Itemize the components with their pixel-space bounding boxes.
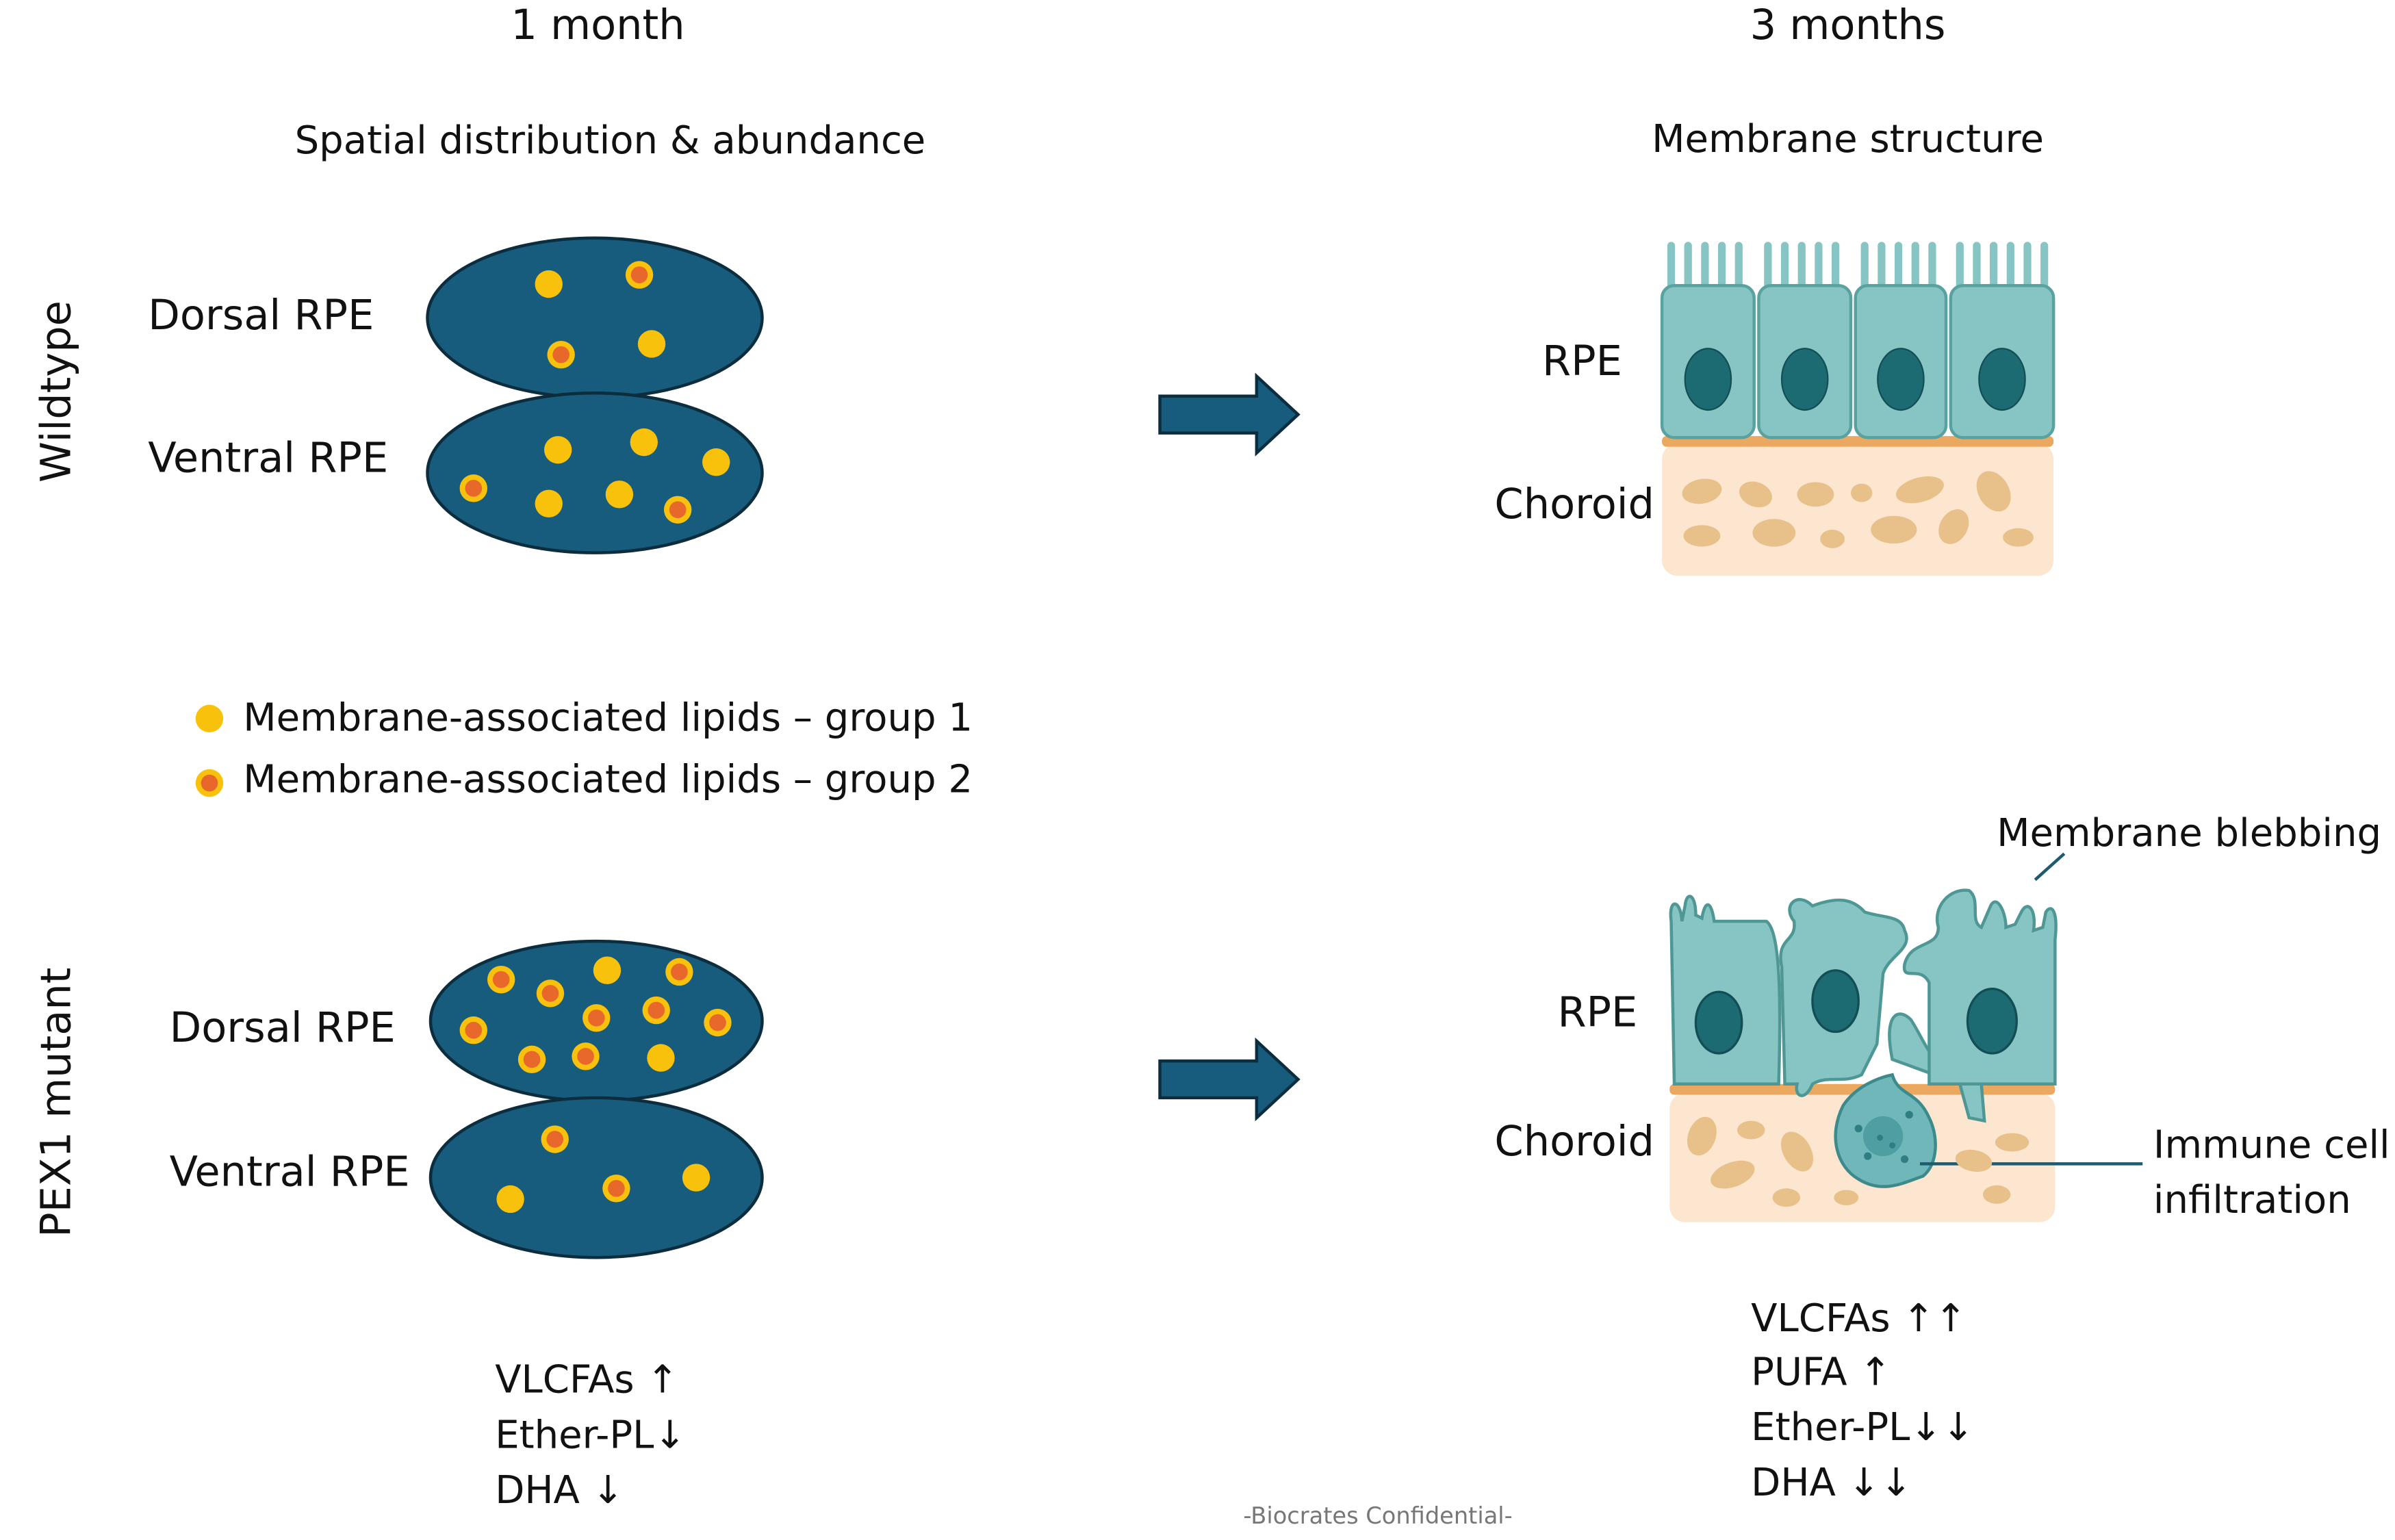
choroid-cell (1895, 476, 1944, 504)
lipid-dot (637, 330, 666, 358)
region-label: Dorsal RPE (148, 292, 374, 339)
panel-title: Membrane structure (1652, 117, 2044, 162)
arrows (1158, 372, 1301, 1122)
lipid-change: DHA ↓ (495, 1468, 624, 1513)
choroid-cell (1752, 519, 1796, 547)
lipid-change: Ether-PL↓↓ (1751, 1405, 1974, 1450)
annotation: Immune cell (2153, 1122, 2390, 1167)
legend-swatch (201, 774, 218, 792)
choroid-cell (1851, 483, 1873, 502)
nucleus (1684, 348, 1732, 411)
mutant-tissue (1669, 852, 2143, 1222)
choroid-cell (1797, 482, 1834, 507)
annotation: infiltration (2153, 1178, 2351, 1222)
lipid-dot-core (630, 266, 648, 283)
lipid-dot-core (608, 1179, 625, 1197)
lipid-dot (702, 448, 730, 476)
region-label: Dorsal RPE (170, 1004, 396, 1052)
choroid-cell (1955, 1149, 1993, 1172)
choroid-cell (1687, 1116, 1717, 1156)
rpe-ellipses (426, 236, 764, 1259)
choroid-cell (1682, 478, 1722, 504)
lipid-dot (496, 1185, 524, 1214)
lipid-change: VLCFAs ↑↑ (1751, 1296, 1967, 1341)
tissue-label: Choroid (1494, 1118, 1654, 1166)
lipid-dot-core (709, 1014, 726, 1031)
region-label: Ventral RPE (170, 1148, 410, 1196)
choroid-cell (1737, 1120, 1765, 1140)
lipid-dot (593, 956, 622, 984)
lipid-dot-core (492, 971, 510, 988)
lipid-dot (682, 1164, 710, 1192)
choroid-cell (1739, 481, 1772, 508)
annotation: Membrane blebbing (1997, 811, 2381, 856)
lipid-dot-core (671, 963, 688, 981)
row-label: Wildtype (33, 300, 81, 483)
choroid-cell (1820, 529, 1845, 548)
choroid-cell (1995, 1133, 2029, 1152)
lipid-dot-core (465, 480, 483, 497)
choroid-cell (1976, 471, 2011, 512)
legend-label: Membrane-associated lipids – group 2 (243, 757, 973, 801)
lipid-dot-core (669, 501, 687, 519)
legend-label: Membrane-associated lipids – group 1 (243, 696, 973, 741)
lipid-dot-core (587, 1009, 605, 1027)
wildtype-tissue (1660, 242, 2055, 576)
choroid-cell (2003, 528, 2034, 547)
lipid-dot-core (523, 1051, 541, 1068)
lipid-dot (543, 436, 572, 464)
choroid-cell (1938, 509, 1969, 544)
nucleus (1877, 348, 1925, 411)
lipid-dot-core (546, 1131, 564, 1148)
lipid-change: Ether-PL↓ (495, 1413, 686, 1457)
lipid-change: PUFA ↑ (1751, 1350, 1891, 1394)
choroid-cell (1683, 525, 1721, 547)
lipid-change: DHA ↓↓ (1751, 1461, 1912, 1505)
tissue-label: Choroid (1494, 480, 1654, 528)
panel-title: Spatial distribution & abundance (295, 118, 926, 163)
lipid-dot (630, 428, 658, 457)
lipid-dot-core (465, 1021, 483, 1039)
region-label: Ventral RPE (148, 435, 388, 483)
nucleus (1978, 348, 2026, 411)
lipid-dot-core (541, 985, 559, 1002)
choroid-cell (1834, 1190, 1859, 1205)
choroid-cell (1711, 1160, 1755, 1189)
choroid-cell (1871, 515, 1917, 544)
column-title: 1 month (511, 1, 684, 49)
legend-swatch (195, 704, 224, 733)
lipid-dot (647, 1044, 675, 1072)
nucleus (1780, 348, 1829, 411)
footer: -Biocrates Confidential- (1243, 1502, 1512, 1529)
choroid-cell (1780, 1131, 1813, 1172)
lipid-dot (605, 480, 634, 509)
lipid-dots (459, 261, 732, 1214)
lipid-dot-core (648, 1001, 665, 1019)
column-title: 3 months (1750, 1, 1946, 49)
lipid-dot (535, 489, 563, 517)
row-label: PEX1 mutant (33, 968, 81, 1237)
lipid-dot-core (552, 346, 570, 363)
lipid-dot-core (577, 1048, 594, 1065)
tissue-label: RPE (1557, 988, 1637, 1036)
choroid-cell (1772, 1188, 1800, 1207)
choroid-cell (1982, 1185, 2011, 1204)
tissue-label: RPE (1542, 337, 1622, 385)
lipid-change: VLCFAs ↑ (495, 1358, 678, 1402)
lipid-dot (535, 270, 563, 298)
